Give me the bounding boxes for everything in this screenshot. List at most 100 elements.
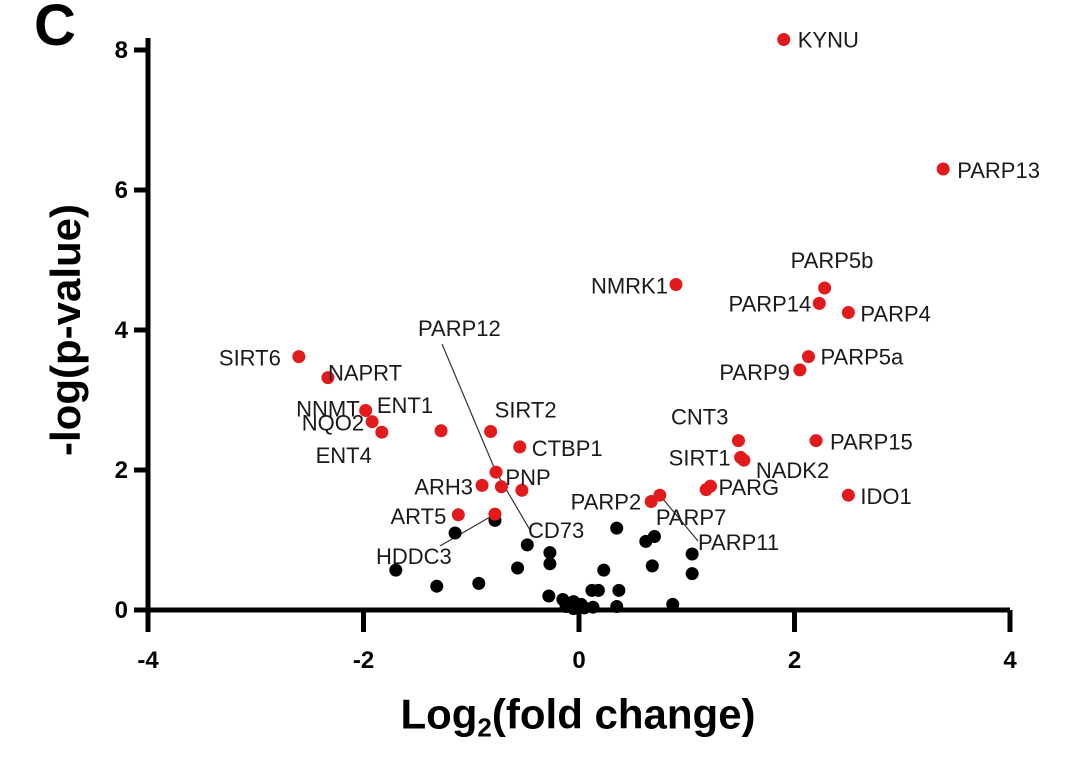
nonsignificant-point — [612, 583, 626, 597]
nonsignificant-point — [430, 579, 444, 593]
leader-line — [441, 343, 497, 473]
y-tick-label: 4 — [115, 317, 129, 344]
point-label: KYNU — [798, 28, 859, 53]
nonsignificant-point — [448, 526, 462, 540]
point-label: PARG — [718, 475, 779, 500]
significant-point — [818, 281, 832, 295]
nonsignificant-points — [389, 513, 699, 616]
significant-points — [292, 33, 950, 522]
point-label: PARP2 — [571, 490, 642, 515]
significant-point — [737, 453, 751, 467]
significant-point — [489, 465, 503, 479]
nonsignificant-point — [586, 600, 600, 614]
x-tick-label: 2 — [788, 647, 801, 674]
point-label: ENT1 — [377, 393, 433, 418]
significant-point — [292, 350, 306, 364]
point-label: PARP14 — [729, 291, 812, 316]
nonsignificant-point — [666, 597, 680, 611]
nonsignificant-point — [647, 530, 661, 543]
significant-point — [777, 33, 791, 46]
point-label: NNMT — [296, 397, 360, 422]
significant-point — [515, 483, 529, 497]
panel-letter: C — [34, 0, 76, 58]
nonsignificant-point — [542, 589, 556, 603]
significant-point — [451, 508, 465, 522]
y-tick-label: 6 — [115, 177, 128, 204]
point-label: SIRT2 — [495, 398, 557, 423]
significant-point — [513, 440, 527, 454]
x-tick-label: -4 — [137, 647, 159, 674]
point-label: NAPRT — [328, 361, 402, 386]
point-label: PNP — [505, 465, 550, 490]
point-label: ENT4 — [316, 443, 372, 468]
point-label: PARP11 — [698, 530, 779, 555]
nonsignificant-point — [511, 561, 525, 575]
point-label: PARP9 — [719, 360, 790, 385]
nonsignificant-point — [610, 521, 624, 535]
leader-line — [439, 513, 496, 547]
significant-point — [669, 278, 683, 291]
nonsignificant-point — [645, 559, 659, 573]
point-label: CNT3 — [671, 405, 728, 430]
significant-point — [802, 350, 816, 364]
nonsignificant-point — [567, 595, 581, 609]
point-label: CD73 — [528, 518, 584, 543]
point-label: PARP12 — [418, 316, 501, 341]
point-label: SIRT1 — [669, 445, 731, 470]
significant-point — [793, 363, 807, 377]
point-label: PARP13 — [957, 158, 1040, 183]
significant-point — [484, 425, 498, 438]
nonsignificant-point — [597, 563, 611, 577]
significant-point — [812, 296, 826, 310]
point-label: PARP15 — [830, 430, 913, 455]
y-tick-label: 2 — [115, 457, 128, 484]
nonsignificant-point — [591, 583, 605, 597]
nonsignificant-point — [520, 538, 534, 552]
point-label: PARP7 — [656, 505, 727, 530]
point-label: NADK2 — [756, 458, 829, 483]
point-label: CTBP1 — [532, 436, 603, 461]
y-axis-title: -log(p-value) — [42, 204, 89, 456]
point-label: PARP5b — [791, 248, 874, 273]
nonsignificant-point — [543, 546, 557, 560]
significant-point — [841, 306, 855, 319]
y-tick-label: 8 — [115, 37, 128, 64]
significant-point — [488, 507, 502, 521]
point-label: NMRK1 — [591, 274, 668, 299]
significant-point — [359, 404, 373, 417]
significant-point — [809, 434, 823, 448]
nonsignificant-point — [472, 576, 486, 590]
significant-point — [841, 488, 855, 502]
x-axis-title-rest: (fold change) — [491, 690, 756, 738]
point-label: PARP4 — [860, 302, 931, 327]
significant-point — [365, 415, 379, 429]
significant-point — [494, 480, 508, 494]
point-label: ARH3 — [414, 474, 473, 499]
x-axis-title-subscript: 2 — [477, 712, 492, 743]
point-label: ART5 — [390, 504, 446, 529]
x-tick-label: 4 — [1003, 647, 1017, 674]
significant-point — [434, 424, 448, 438]
nonsignificant-point — [389, 563, 403, 577]
nonsignificant-point — [685, 567, 699, 581]
leader-line — [659, 494, 699, 542]
significant-point — [375, 425, 389, 439]
point-label: SIRT6 — [219, 346, 281, 371]
significant-point — [731, 434, 745, 448]
x-axis-title: Log2(fold change) — [400, 691, 755, 744]
nonsignificant-point — [610, 600, 624, 613]
significant-point — [936, 162, 950, 176]
point-label: NQO2 — [302, 411, 364, 436]
x-axis-title-main: Log — [400, 690, 478, 738]
significant-point — [321, 371, 335, 385]
significant-point — [699, 483, 713, 497]
nonsignificant-point — [543, 557, 557, 571]
significant-point — [475, 478, 489, 492]
point-label: HDDC3 — [376, 544, 452, 569]
y-tick-label: 0 — [115, 597, 128, 624]
x-tick-label: 0 — [572, 647, 585, 674]
x-tick-label: -2 — [353, 647, 374, 674]
nonsignificant-point — [685, 547, 699, 561]
point-label: IDO1 — [860, 484, 911, 509]
point-labels: KYNU PARP13 PARP5b PARP14 PARP4 NMRK1 PARP5a PA… — [219, 28, 1040, 570]
